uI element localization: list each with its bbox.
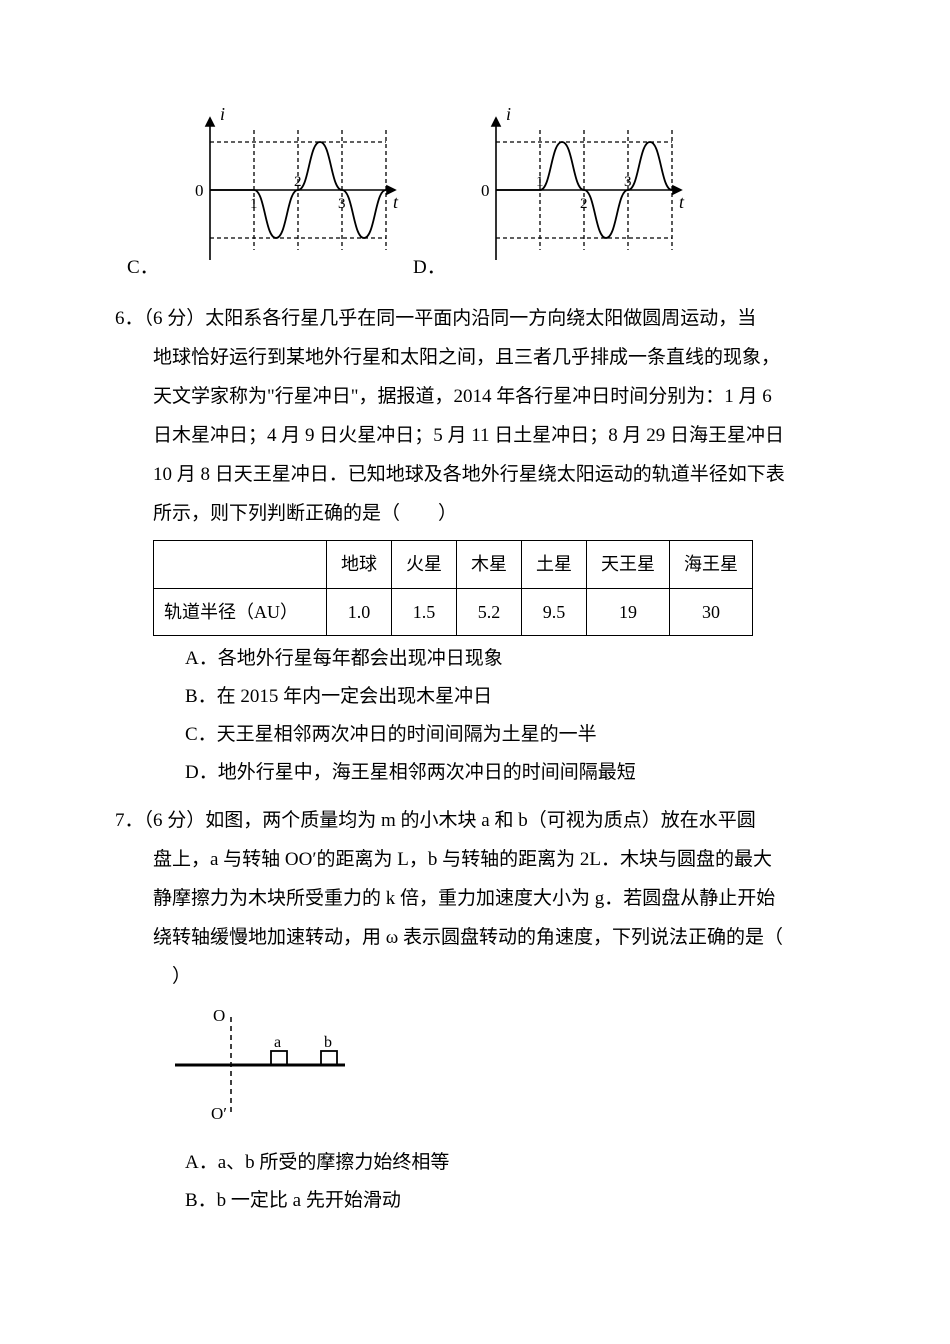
y-axis-label: i [506, 104, 511, 124]
svg-text:2: 2 [294, 174, 302, 190]
q7-number: 7． [115, 810, 144, 831]
table-row: 轨道半径（AU） 1.0 1.5 5.2 9.5 19 30 [154, 588, 753, 636]
cell: 1.0 [327, 588, 392, 636]
q6-opt-d: D．地外行星中，海王星相邻两次冲日的时间间隔最短 [185, 754, 835, 792]
cell: 30 [670, 588, 753, 636]
q6-line-5: 所示，则下列判断正确的是（ ） [153, 495, 835, 534]
option-c-label: C． [127, 249, 159, 288]
q7-line-1: 盘上，a 与转轴 OO′的距离为 L，b 与转轴的距离为 2L．木块与圆盘的最大 [153, 841, 835, 880]
cell: 19 [587, 588, 670, 636]
svg-text:3: 3 [624, 174, 632, 190]
svg-text:0: 0 [481, 181, 490, 200]
q7-opt-b: B．b 一定比 a 先开始滑动 [185, 1182, 835, 1220]
th-jupiter: 木星 [457, 540, 522, 588]
chart-c-svg: 0 i t 1 2 3 [165, 90, 405, 290]
svg-text:2: 2 [580, 196, 588, 212]
question-6: 6．（6 分）太阳系各行星几乎在同一平面内沿同一方向绕太阳做圆周运动，当 地球恰… [115, 300, 835, 792]
q7-line-4: ） [153, 958, 835, 997]
svg-text:1: 1 [536, 174, 544, 190]
th-blank [154, 540, 327, 588]
chart-d-svg: 0 i t 1 2 3 [451, 90, 691, 290]
cell: 5.2 [457, 588, 522, 636]
q7-points: （6 分） [144, 810, 206, 831]
q6-line-0: 太阳系各行星几乎在同一平面内沿同一方向绕太阳做圆周运动，当 [205, 308, 756, 329]
q6-line-3: 日木星冲日；4 月 9 日火星冲日；5 月 11 日土星冲日；8 月 29 日海… [153, 417, 835, 456]
page: 0 i t 1 2 3 C． [0, 0, 950, 1280]
q6-opt-b: B．在 2015 年内一定会出现木星冲日 [185, 678, 835, 716]
cell: 9.5 [522, 588, 587, 636]
th-mars: 火星 [392, 540, 457, 588]
q6-line-1: 地球恰好运行到某地外行星和太阳之间，且三者几乎排成一条直线的现象， [153, 339, 835, 378]
q6-line-2: 天文学家称为"行星冲日"，据报道，2014 年各行星冲日时间分别为：1 月 6 [153, 378, 835, 417]
question-7: 7．（6 分）如图，两个质量均为 m 的小木块 a 和 b（可视为质点）放在水平… [115, 802, 835, 1220]
q6-line-4: 10 月 8 日天王星冲日．已知地球及各地外行星绕太阳运动的轨道半径如下表 [153, 456, 835, 495]
y-axis-label: i [220, 104, 225, 124]
th-uranus: 天王星 [587, 540, 670, 588]
row-label: 轨道半径（AU） [154, 588, 327, 636]
label-b: b [324, 1034, 332, 1051]
svg-text:0: 0 [195, 181, 204, 200]
q7-line-0: 如图，两个质量均为 m 的小木块 a 和 b（可视为质点）放在水平圆 [205, 810, 755, 831]
q6-options: A．各地外行星每年都会出现冲日现象 B．在 2015 年内一定会出现木星冲日 C… [115, 640, 835, 792]
label-o: O [213, 1006, 225, 1025]
cell: 1.5 [392, 588, 457, 636]
q6-opt-a: A．各地外行星每年都会出现冲日现象 [185, 640, 835, 678]
planet-table: 地球 火星 木星 土星 天王星 海王星 轨道半径（AU） 1.0 1.5 5.2… [153, 540, 753, 637]
x-axis-label: t [393, 192, 399, 212]
th-neptune: 海王星 [670, 540, 753, 588]
q6-opt-c: C．天王星相邻两次冲日的时间间隔为土星的一半 [185, 716, 835, 754]
th-saturn: 土星 [522, 540, 587, 588]
option-d-label: D． [413, 249, 446, 288]
x-axis-label: t [679, 192, 685, 212]
label-o-prime: O′ [211, 1104, 227, 1123]
chart-d: 0 i t 1 2 3 D． [451, 90, 691, 290]
q6-points: （6 分） [144, 308, 206, 329]
svg-text:1: 1 [250, 196, 258, 212]
q6-number: 6． [115, 308, 144, 329]
q7-options: A．a、b 所受的摩擦力始终相等 B．b 一定比 a 先开始滑动 [115, 1144, 835, 1220]
label-a: a [274, 1034, 281, 1051]
table-row: 地球 火星 木星 土星 天王星 海王星 [154, 540, 753, 588]
disk-figure: O O′ a b [175, 1005, 835, 1140]
chart-row: 0 i t 1 2 3 C． [165, 90, 835, 290]
q7-line-3: 绕转轴缓慢地加速转动，用 ω 表示圆盘转动的角速度，下列说法正确的是（ [153, 919, 835, 958]
th-earth: 地球 [327, 540, 392, 588]
q7-opt-a: A．a、b 所受的摩擦力始终相等 [185, 1144, 835, 1182]
svg-text:3: 3 [338, 196, 346, 212]
q7-line-2: 静摩擦力为木块所受重力的 k 倍，重力加速度大小为 g．若圆盘从静止开始 [153, 880, 835, 919]
chart-c: 0 i t 1 2 3 C． [165, 90, 405, 290]
